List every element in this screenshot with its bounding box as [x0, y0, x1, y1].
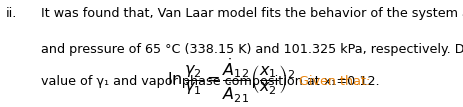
- Text: and pressure of 65 °C (338.15 K) and 101.325 kPa, respectively. Determine the: and pressure of 65 °C (338.15 K) and 101…: [41, 43, 463, 56]
- Text: value of γ₁ and vapor phase composition at x₁=0.12.: value of γ₁ and vapor phase composition …: [41, 75, 383, 88]
- Text: ii.: ii.: [6, 7, 17, 20]
- Text: $\ln\dfrac{\gamma_2}{\gamma_1}=\dfrac{\dot{A}_{12}}{\dot{A}_{21}}\left(\dfrac{x_: $\ln\dfrac{\gamma_2}{\gamma_1}=\dfrac{\d…: [167, 56, 296, 105]
- Text: It was found that, Van Laar model fits the behavior of the system at temperature: It was found that, Van Laar model fits t…: [41, 7, 463, 20]
- Text: Given that:: Given that:: [299, 75, 370, 88]
